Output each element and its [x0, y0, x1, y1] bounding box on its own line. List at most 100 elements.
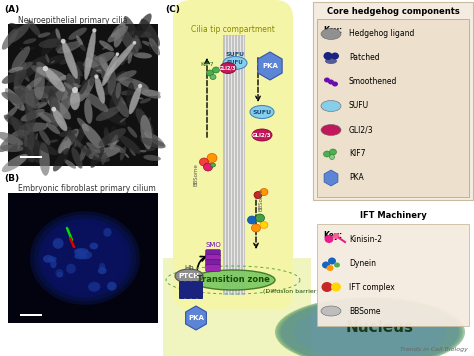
Ellipse shape: [50, 228, 120, 288]
Ellipse shape: [60, 85, 74, 115]
Ellipse shape: [74, 85, 81, 90]
Ellipse shape: [124, 78, 133, 81]
Ellipse shape: [21, 109, 45, 121]
Ellipse shape: [36, 62, 58, 85]
Ellipse shape: [128, 126, 137, 138]
Ellipse shape: [67, 73, 76, 96]
Ellipse shape: [26, 86, 60, 99]
Bar: [8, 24, 158, 166]
Ellipse shape: [2, 70, 27, 84]
Ellipse shape: [329, 155, 335, 159]
Text: SUFU: SUFU: [226, 52, 245, 58]
Text: IFT complex: IFT complex: [349, 283, 395, 292]
Ellipse shape: [68, 90, 87, 105]
Ellipse shape: [34, 67, 45, 100]
Ellipse shape: [119, 118, 126, 123]
Ellipse shape: [46, 138, 49, 143]
Ellipse shape: [111, 89, 129, 117]
Ellipse shape: [57, 272, 63, 278]
Ellipse shape: [19, 155, 40, 163]
Text: Neuroepithelial primary cilia: Neuroepithelial primary cilia: [18, 16, 128, 25]
Ellipse shape: [145, 90, 149, 92]
Ellipse shape: [89, 147, 120, 159]
Text: SMO: SMO: [205, 242, 221, 248]
Ellipse shape: [68, 61, 82, 77]
Text: IFT Machinery: IFT Machinery: [360, 211, 427, 220]
Ellipse shape: [23, 38, 36, 44]
Ellipse shape: [19, 85, 30, 91]
Ellipse shape: [36, 67, 66, 80]
Ellipse shape: [120, 90, 136, 95]
Ellipse shape: [85, 93, 108, 112]
Ellipse shape: [152, 39, 155, 45]
Ellipse shape: [74, 249, 84, 256]
Ellipse shape: [104, 130, 115, 143]
Ellipse shape: [35, 133, 38, 140]
Ellipse shape: [12, 131, 30, 137]
Ellipse shape: [129, 148, 136, 156]
Ellipse shape: [1, 92, 25, 105]
Text: (A): (A): [4, 5, 19, 14]
Ellipse shape: [72, 124, 87, 148]
Bar: [163, 258, 311, 356]
FancyBboxPatch shape: [191, 281, 197, 299]
Ellipse shape: [78, 77, 95, 102]
Ellipse shape: [111, 22, 126, 38]
Ellipse shape: [62, 41, 78, 79]
Ellipse shape: [25, 84, 34, 112]
Ellipse shape: [64, 77, 79, 102]
Ellipse shape: [210, 74, 216, 79]
Ellipse shape: [128, 39, 138, 49]
Ellipse shape: [86, 142, 100, 153]
Ellipse shape: [53, 109, 67, 131]
Ellipse shape: [121, 57, 127, 66]
Ellipse shape: [79, 251, 92, 259]
Ellipse shape: [64, 159, 76, 169]
Text: (B): (B): [4, 174, 19, 183]
Ellipse shape: [92, 155, 103, 159]
Ellipse shape: [280, 299, 460, 356]
Ellipse shape: [118, 56, 124, 59]
Ellipse shape: [74, 248, 88, 254]
Ellipse shape: [11, 117, 24, 138]
Ellipse shape: [45, 68, 65, 92]
Ellipse shape: [137, 88, 161, 99]
Ellipse shape: [294, 304, 446, 356]
Ellipse shape: [111, 140, 119, 146]
Ellipse shape: [19, 104, 21, 110]
Ellipse shape: [149, 38, 160, 56]
Text: PKA: PKA: [262, 63, 278, 69]
Ellipse shape: [122, 101, 126, 105]
Ellipse shape: [149, 44, 151, 50]
Ellipse shape: [67, 131, 81, 148]
Ellipse shape: [220, 63, 236, 73]
Ellipse shape: [321, 282, 332, 292]
Ellipse shape: [334, 262, 340, 267]
Ellipse shape: [203, 163, 212, 171]
Ellipse shape: [90, 68, 97, 86]
Ellipse shape: [210, 163, 216, 167]
Ellipse shape: [44, 55, 66, 65]
Ellipse shape: [223, 57, 247, 69]
Ellipse shape: [212, 67, 219, 73]
Ellipse shape: [116, 70, 137, 81]
Ellipse shape: [105, 43, 135, 77]
Ellipse shape: [118, 26, 138, 55]
Ellipse shape: [28, 88, 48, 98]
Ellipse shape: [34, 215, 136, 301]
Ellipse shape: [323, 52, 332, 60]
Ellipse shape: [141, 90, 161, 96]
Ellipse shape: [327, 265, 334, 271]
Ellipse shape: [50, 97, 60, 128]
Ellipse shape: [48, 83, 79, 104]
Ellipse shape: [72, 93, 80, 102]
Ellipse shape: [175, 269, 203, 283]
Ellipse shape: [14, 61, 27, 89]
Ellipse shape: [46, 122, 60, 134]
Ellipse shape: [322, 262, 330, 268]
Ellipse shape: [80, 78, 88, 94]
Ellipse shape: [46, 95, 71, 120]
Ellipse shape: [109, 83, 122, 111]
Ellipse shape: [39, 129, 51, 145]
Text: Dynein: Dynein: [349, 258, 376, 267]
